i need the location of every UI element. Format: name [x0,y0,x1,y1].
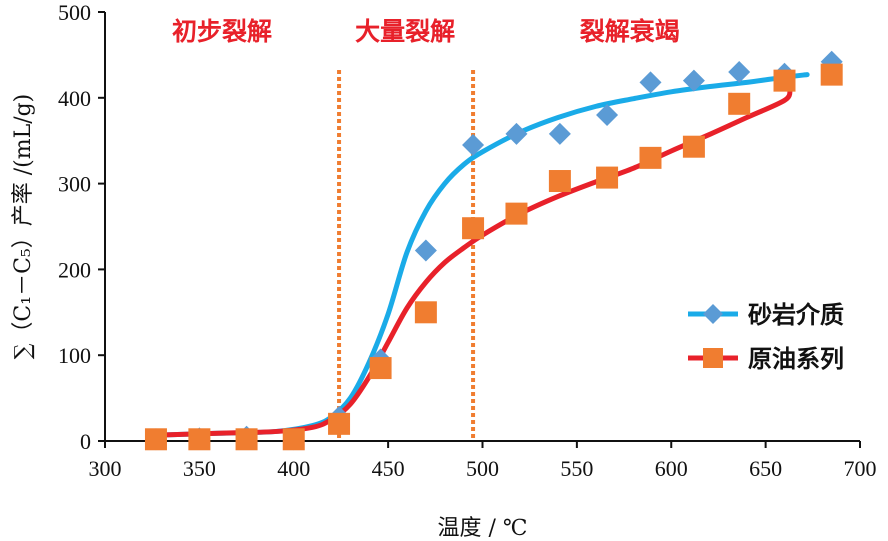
data-point-square [282,428,305,451]
data-points [144,50,843,451]
fit-curves [159,72,810,438]
axes [98,11,861,448]
data-point-diamond [639,71,662,94]
x-axis-title: 温度 / ℃ [437,516,527,541]
x-tick-label: 300 [89,456,122,481]
data-point-diamond [548,122,571,145]
y-tick-label: 100 [58,343,91,368]
data-point-square [728,92,751,115]
y-tick-label: 0 [80,429,91,454]
data-point-square [144,428,167,451]
legend-marker-diamond [703,304,723,324]
x-tick-label: 350 [183,456,216,481]
y-axis-title: ∑（C₁－C₅）产率 /(mL/g) [11,94,36,360]
x-tick-label: 550 [560,456,593,481]
y-tick-label: 400 [58,86,91,111]
axis-labels: 300 350 400 450 500 550 600 650 700 0 100 200 300 400… [11,0,877,541]
legend-marker-square [703,348,723,368]
x-tick-label: 700 [844,456,877,481]
legend-label: 砂岩介质 [748,301,844,329]
y-tick-label: 500 [58,0,91,25]
data-point-square [505,202,528,225]
x-tick-label: 600 [655,456,688,481]
x-tick-label: 650 [749,456,782,481]
x-tick-label: 500 [466,456,499,481]
phase-label: 裂解衰竭 [580,17,680,46]
phase-label: 初步裂解 [172,17,272,46]
phase-labels: 初步裂解 大量裂解 裂解衰竭 [172,17,680,46]
data-point-diamond [596,103,619,126]
legend-label: 原油系列 [748,345,844,373]
data-point-diamond [462,133,485,156]
data-point-square [188,428,211,451]
x-tick-label: 400 [277,456,310,481]
data-point-square [369,357,392,380]
data-point-diamond [414,239,437,262]
x-tick-label: 450 [372,456,405,481]
data-point-square [328,412,351,435]
data-point-square [682,135,705,158]
data-point-square [773,69,796,92]
data-point-diamond [682,69,705,92]
data-point-diamond [728,61,751,84]
y-tick-label: 200 [58,257,91,282]
data-point-square [548,170,571,193]
phase-boundaries [337,70,476,441]
data-point-square [235,428,258,451]
y-tick-label: 300 [58,172,91,197]
phase-label: 大量裂解 [355,17,455,46]
data-point-square [639,146,662,169]
data-point-square [414,301,437,324]
data-point-diamond [505,122,528,145]
data-point-square [596,166,619,189]
data-point-square [820,63,843,86]
data-point-square [462,217,485,240]
fit-line-1 [159,72,810,438]
